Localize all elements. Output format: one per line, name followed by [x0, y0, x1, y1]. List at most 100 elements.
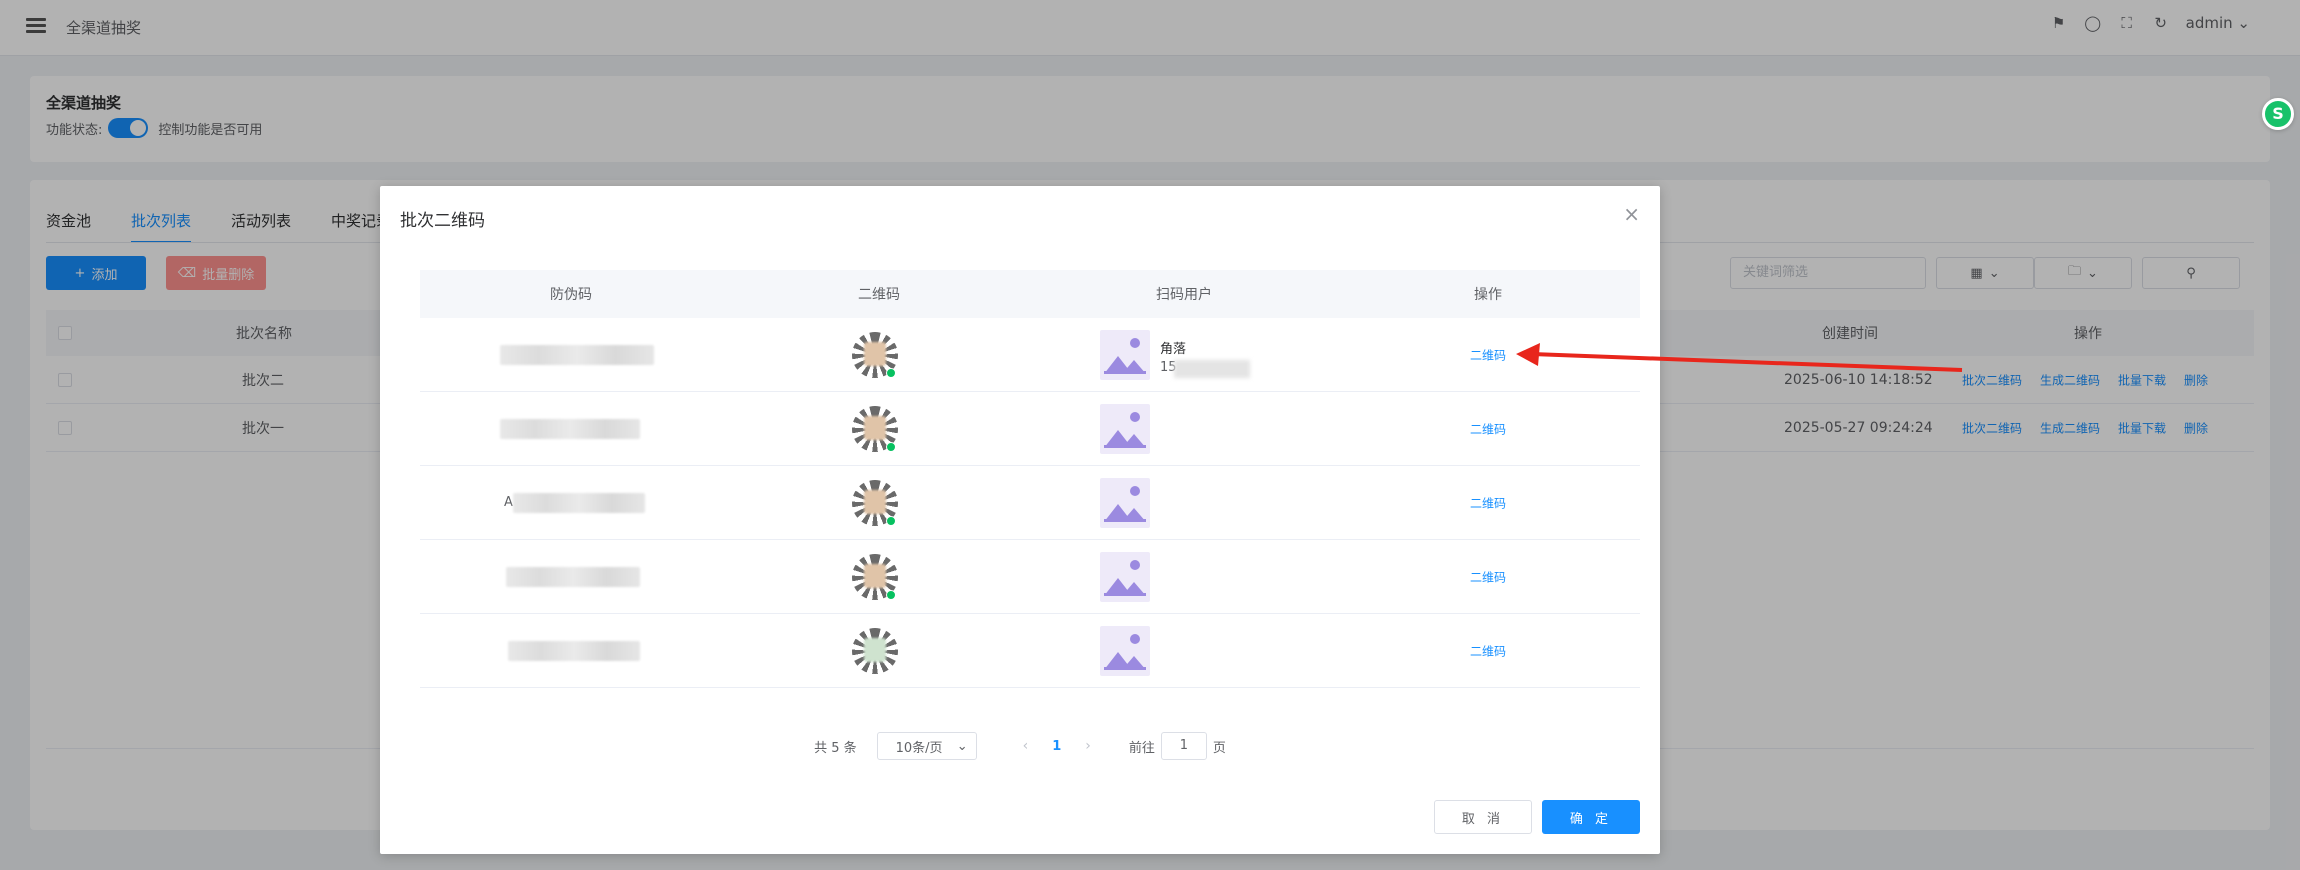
qr-thumbnail[interactable]: [852, 478, 898, 528]
generate-qr-link[interactable]: 生成二维码: [2040, 373, 2101, 387]
export-button[interactable]: 🗀 ⌄: [2034, 257, 2132, 289]
keyword-filter-input[interactable]: 关键词筛选: [1730, 257, 1926, 289]
trash-icon: ⌫: [177, 265, 197, 281]
current-page[interactable]: 1: [1052, 738, 1062, 754]
created-time: 2025-05-27 09:24:24: [1784, 419, 1933, 436]
tab-winning-records[interactable]: 中奖记录: [331, 212, 392, 230]
generate-qr-link[interactable]: 生成二维码: [2040, 421, 2101, 435]
col-operation: 操作: [1474, 287, 1502, 303]
avatar-image-icon: [1100, 329, 1150, 380]
anti-fake-code: [506, 566, 640, 587]
chevron-down-icon: ⌄: [2237, 14, 2250, 32]
qr-thumbnail[interactable]: [852, 626, 898, 676]
dialog-title: 批次二维码: [400, 211, 485, 231]
qr-code-link[interactable]: 二维码: [1470, 422, 1507, 436]
qr-code-link[interactable]: 二维码: [1470, 348, 1507, 362]
qr-table: 防伪码 二维码 扫码用户 操作 角落 15 二维码 二维码: [420, 270, 1640, 688]
row-actions: 批次二维码 生成二维码 批量下载 删除: [1962, 371, 2226, 388]
delete-link[interactable]: 删除: [2184, 421, 2209, 435]
bulk-download-link[interactable]: 批量下载: [2118, 421, 2167, 435]
confirm-button[interactable]: 确 定: [1542, 800, 1640, 834]
scan-user: [1100, 625, 1150, 676]
chevron-down-icon: ⌄: [2087, 265, 2098, 281]
add-button[interactable]: + 添加: [46, 256, 146, 290]
search-icon: ⚲: [2186, 265, 2196, 281]
columns-button[interactable]: ▦ ⌄: [1936, 257, 2034, 289]
hamburger-menu-icon[interactable]: [26, 18, 46, 34]
username: admin: [2185, 14, 2233, 32]
col-anti-fake-code: 防伪码: [550, 287, 592, 303]
anti-fake-code: [500, 418, 640, 439]
avatar-image-icon: [1100, 551, 1150, 602]
check-icon: [886, 589, 896, 600]
qr-code-link[interactable]: 二维码: [1470, 570, 1507, 584]
qr-thumbnail[interactable]: [852, 330, 898, 380]
delete-link[interactable]: 删除: [2184, 373, 2209, 387]
table-row: A 二维码: [420, 466, 1640, 540]
batch-delete-label: 批量删除: [202, 267, 255, 283]
select-all-checkbox[interactable]: [58, 326, 72, 340]
avatar-image-icon: [1100, 403, 1150, 454]
refresh-icon[interactable]: ↻: [2154, 14, 2167, 32]
page-suffix: 页: [1212, 740, 1226, 756]
fullscreen-icon[interactable]: ⛶: [2121, 14, 2132, 32]
shirt-icon[interactable]: ◯: [2084, 14, 2102, 32]
pagination: 共 5 条 10条/页 ⌄ ‹ 1 › 前往 1 页: [380, 732, 1660, 760]
user-menu[interactable]: admin ⌄: [2186, 14, 2250, 32]
top-bar: 全渠道抽奖 ⚑ ◯ ⛶ ↻ admin ⌄: [0, 0, 2300, 56]
col-created-time: 创建时间: [1822, 326, 1878, 342]
settings-title: 全渠道抽奖: [46, 94, 122, 112]
scan-user: 角落 15: [1100, 329, 1260, 380]
tab-fund-pool[interactable]: 资金池: [46, 212, 92, 230]
table-row: 角落 15 二维码: [420, 318, 1640, 392]
feature-toggle[interactable]: [108, 118, 149, 138]
batch-qr-link[interactable]: 批次二维码: [1962, 373, 2023, 387]
add-label: 添加: [91, 267, 118, 283]
blurred-phone: [1174, 359, 1250, 378]
header-actions: ⚑ ◯ ⛶ ↻ admin ⌄: [2050, 14, 2250, 32]
user-name: 角落: [1160, 341, 1187, 357]
assistant-float-icon[interactable]: S: [2262, 98, 2294, 130]
plus-icon: +: [74, 265, 86, 281]
page-size-value: 10条/页: [895, 740, 943, 756]
check-icon: [886, 441, 896, 452]
qr-thumbnail[interactable]: [852, 552, 898, 602]
search-button[interactable]: ⚲: [2142, 257, 2240, 289]
bell-icon[interactable]: ⚑: [2051, 14, 2066, 32]
batch-name: 批次一: [242, 420, 284, 437]
grid-icon: ▦: [1970, 265, 1983, 281]
anti-fake-code: [508, 640, 640, 661]
check-icon: [886, 515, 896, 526]
bulk-download-link[interactable]: 批量下载: [2118, 373, 2167, 387]
row-actions: 批次二维码 生成二维码 批量下载 删除: [1962, 419, 2226, 436]
batch-qr-link[interactable]: 批次二维码: [1962, 421, 2023, 435]
table-row: 二维码: [420, 540, 1640, 614]
prev-page-icon[interactable]: ‹: [1022, 738, 1029, 754]
page-jumper: 前往 1 页: [1129, 732, 1226, 760]
row-checkbox[interactable]: [58, 420, 72, 435]
blurred-code: [500, 418, 640, 439]
folder-icon: 🗀: [2068, 264, 2082, 279]
scan-user: [1100, 551, 1150, 602]
col-batch-name: 批次名称: [236, 326, 292, 342]
goto-page-input[interactable]: 1: [1160, 732, 1207, 760]
page-size-select[interactable]: 10条/页 ⌄: [876, 732, 977, 760]
chevron-down-icon: ⌄: [1988, 265, 2000, 281]
scan-user: [1100, 477, 1150, 528]
chevron-down-icon: ⌄: [956, 738, 968, 754]
cancel-button[interactable]: 取 消: [1434, 800, 1532, 834]
created-time: 2025-06-10 14:18:52: [1784, 371, 1933, 388]
tab-activity-list[interactable]: 活动列表: [231, 212, 292, 230]
batch-delete-button[interactable]: ⌫ 批量删除: [166, 256, 266, 290]
row-checkbox[interactable]: [58, 372, 72, 387]
qr-code-link[interactable]: 二维码: [1470, 644, 1507, 658]
qr-code-link[interactable]: 二维码: [1470, 496, 1507, 510]
qr-table-header: 防伪码 二维码 扫码用户 操作: [420, 270, 1640, 318]
batch-qr-dialog: 批次二维码 × 防伪码 二维码 扫码用户 操作 角落 15 二维码: [380, 186, 1660, 854]
col-qr-code: 二维码: [858, 287, 900, 303]
close-icon[interactable]: ×: [1623, 202, 1640, 226]
next-page-icon[interactable]: ›: [1085, 738, 1091, 754]
blurred-code: [508, 640, 640, 661]
qr-thumbnail[interactable]: [852, 404, 898, 454]
anti-fake-code: [500, 344, 654, 365]
